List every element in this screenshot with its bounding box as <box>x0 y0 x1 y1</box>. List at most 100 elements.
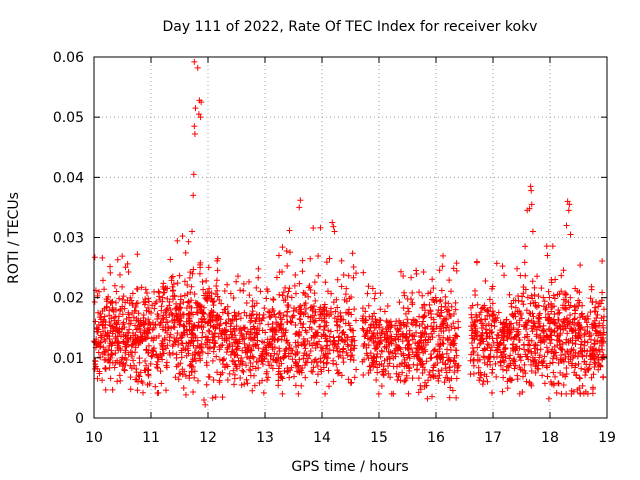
data-point <box>223 337 230 344</box>
data-point <box>396 344 403 351</box>
data-point <box>236 361 243 368</box>
data-point <box>325 327 332 334</box>
data-point <box>575 360 582 367</box>
data-point <box>574 288 581 295</box>
data-point <box>385 370 392 377</box>
data-point <box>287 249 294 256</box>
data-point <box>157 320 164 327</box>
data-point <box>221 306 228 313</box>
data-point <box>522 319 529 326</box>
data-point <box>236 336 243 343</box>
data-point <box>521 259 528 266</box>
data-point <box>186 375 193 382</box>
data-point <box>596 300 603 307</box>
data-point <box>577 333 584 340</box>
data-point <box>194 377 201 384</box>
data-point <box>472 329 479 336</box>
data-point <box>599 322 606 329</box>
data-point <box>515 293 522 300</box>
data-point <box>386 319 393 326</box>
data-point <box>528 361 535 368</box>
data-point <box>203 296 210 303</box>
data-point <box>112 350 119 357</box>
data-point <box>120 319 127 326</box>
data-point <box>423 382 430 389</box>
data-point <box>309 368 316 375</box>
data-point <box>124 260 131 267</box>
data-point <box>153 298 160 305</box>
data-point <box>472 292 479 299</box>
data-point <box>504 330 511 337</box>
data-point <box>404 316 411 323</box>
data-point <box>277 355 284 362</box>
data-point <box>495 309 502 316</box>
data-point <box>431 347 438 354</box>
data-point <box>396 299 403 306</box>
data-point <box>102 337 109 344</box>
data-point <box>172 339 179 346</box>
data-point <box>331 228 338 235</box>
data-point <box>454 367 461 374</box>
data-point <box>128 317 135 324</box>
data-point <box>333 345 340 352</box>
data-point <box>268 312 275 319</box>
data-point <box>164 318 171 325</box>
data-point <box>158 380 165 387</box>
data-point <box>499 354 506 361</box>
data-point <box>587 336 594 343</box>
data-point <box>395 328 402 335</box>
data-point <box>350 357 357 364</box>
data-point <box>545 311 552 318</box>
data-point <box>364 290 371 297</box>
data-point <box>157 351 164 358</box>
data-point <box>521 361 528 368</box>
data-point <box>237 287 244 294</box>
data-point <box>197 357 204 364</box>
data-point <box>95 309 102 316</box>
data-point <box>300 289 307 296</box>
data-point <box>295 390 302 397</box>
data-point <box>362 308 369 315</box>
data-point <box>162 284 169 291</box>
data-point <box>181 278 188 285</box>
data-point <box>360 269 367 276</box>
data-point <box>322 335 329 342</box>
data-point <box>122 333 129 340</box>
chart-title: Day 111 of 2022, Rate Of TEC Index for r… <box>163 19 538 35</box>
data-point <box>340 355 347 362</box>
data-point <box>317 311 324 318</box>
data-point <box>177 335 184 342</box>
data-point <box>322 279 329 286</box>
data-point <box>402 344 409 351</box>
data-point <box>559 340 566 347</box>
data-point <box>243 376 250 383</box>
data-point <box>342 337 349 344</box>
data-point <box>323 353 330 360</box>
data-point <box>429 334 436 341</box>
data-point <box>488 322 495 329</box>
data-point <box>99 308 106 315</box>
data-point <box>484 378 491 385</box>
data-point <box>319 306 326 313</box>
data-point <box>284 262 291 269</box>
data-point <box>217 316 224 323</box>
data-point <box>435 375 442 382</box>
data-point <box>513 343 520 350</box>
data-point <box>595 366 602 373</box>
data-point <box>565 207 572 214</box>
data-point <box>596 346 603 353</box>
data-point <box>581 331 588 338</box>
data-point <box>180 322 187 329</box>
x-tick-label: 19 <box>598 430 616 446</box>
data-point <box>293 343 300 350</box>
data-point <box>193 300 200 307</box>
data-point <box>484 312 491 319</box>
data-point <box>324 311 331 318</box>
data-point <box>116 271 123 278</box>
data-point <box>254 358 261 365</box>
data-point <box>425 290 432 297</box>
data-point <box>382 330 389 337</box>
data-point <box>470 362 477 369</box>
data-point <box>541 353 548 360</box>
data-point <box>577 324 584 331</box>
